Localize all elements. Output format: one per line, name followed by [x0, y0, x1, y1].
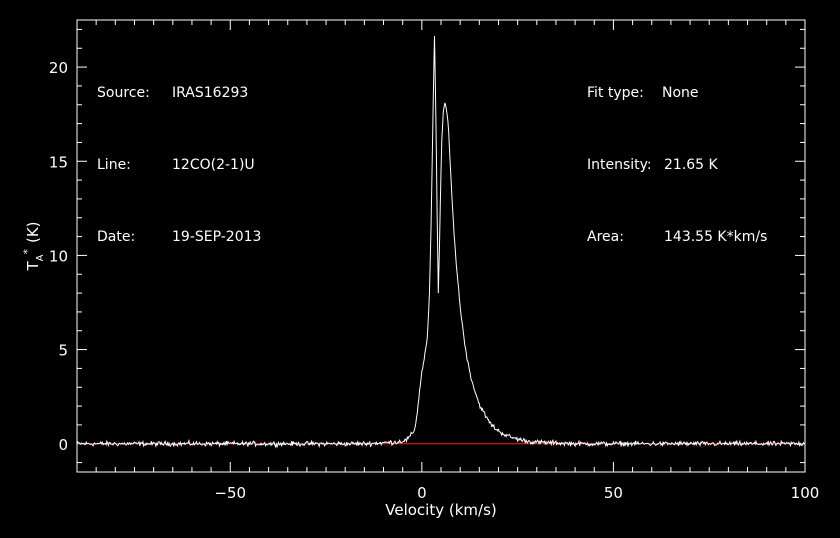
y-axis-label-sub: A — [35, 254, 46, 261]
fit-type-value: None — [662, 85, 699, 101]
area-label: Area: — [587, 229, 624, 245]
y-tick-label: 15 — [49, 153, 68, 171]
x-axis-label: Velocity (km/s) — [385, 501, 496, 519]
y-axis-label-sup: * — [21, 249, 34, 255]
y-axis-label: TA* (K) — [21, 221, 46, 271]
fit-type-label: Fit type: — [587, 85, 644, 101]
intensity-value: 21.65 K — [664, 157, 718, 173]
line-label: Line: — [97, 157, 131, 173]
area-value: 143.55 K*km/s — [664, 229, 768, 245]
x-tick-label: 0 — [417, 484, 427, 502]
date-label: Date: — [97, 229, 136, 245]
x-tick-label: 50 — [604, 484, 623, 502]
date-value: 19-SEP-2013 — [172, 229, 262, 245]
y-axis-label-main: T — [24, 261, 42, 272]
info-panel-left: Source: IRAS16293 Line: 12CO(2-1)U Date: 19… — [97, 33, 261, 273]
spectrum-series-line — [76, 35, 805, 449]
y-tick-label: 10 — [49, 247, 68, 265]
intensity-label: Intensity: — [587, 157, 652, 173]
y-tick-label: 5 — [58, 342, 68, 360]
plot-frame — [76, 19, 806, 473]
source-label: Source: — [97, 85, 150, 101]
source-value: IRAS16293 — [172, 85, 249, 101]
y-axis-label-unit: (K) — [24, 221, 42, 243]
x-tick-label: −50 — [214, 484, 246, 502]
line-value: 12CO(2-1)U — [172, 157, 255, 173]
info-panel-right: Fit type: None Intensity: 21.65 K Area: 143… — [587, 33, 767, 273]
x-tick-label: 100 — [791, 484, 820, 502]
y-tick-label: 20 — [49, 59, 68, 77]
axis-tick-labels: −50 0 50 100 0 5 10 15 20 — [49, 59, 819, 502]
y-tick-label: 0 — [58, 436, 68, 454]
